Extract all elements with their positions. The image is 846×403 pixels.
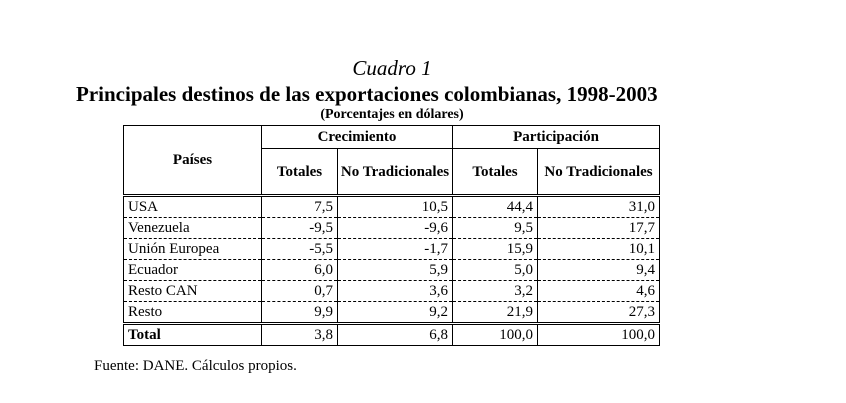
table-cell: 100,0: [452, 322, 538, 346]
column-header-crecimiento-totales: Totales: [261, 148, 338, 196]
table-cell: 17,7: [536, 217, 661, 239]
row-label: Resto CAN: [123, 280, 262, 302]
source-note: Fuente: DANE. Cálculos propios.: [94, 358, 297, 374]
column-header-participacion-totales: Totales: [452, 148, 538, 196]
table-row: USA 7,5 10,5 44,4 31,0: [123, 194, 661, 218]
table-subtitle: (Porcentajes en dólares): [320, 107, 464, 122]
table-cell: -9,5: [261, 217, 338, 239]
table-cell: 4,6: [536, 280, 661, 302]
table-cell: 9,4: [536, 259, 661, 281]
table-cell: 9,2: [337, 301, 453, 324]
exports-table: Países Crecimiento Participación Totales…: [123, 125, 661, 346]
table-cell: 6,0: [261, 259, 338, 281]
table-cell: -9,6: [337, 217, 453, 239]
table-cell: 10,5: [337, 194, 453, 218]
table-cell: 9,9: [261, 301, 338, 324]
row-label: Venezuela: [123, 217, 262, 239]
table-cell: 7,5: [261, 194, 338, 218]
table-row: Venezuela -9,5 -9,6 9,5 17,7: [123, 217, 661, 239]
row-label: USA: [123, 194, 262, 218]
table-cell: 0,7: [261, 280, 338, 302]
table-cell: 5,9: [337, 259, 453, 281]
group-header-crecimiento: Crecimiento: [261, 125, 453, 149]
row-label: Unión Europea: [123, 238, 262, 260]
table-cell: 44,4: [452, 194, 538, 218]
table-cell: 21,9: [452, 301, 538, 324]
table-cell: 6,8: [337, 322, 453, 346]
table-caption: Cuadro 1: [352, 56, 432, 80]
table-row: Unión Europea -5,5 -1,7 15,9 10,1: [123, 238, 661, 260]
table-cell: 3,2: [452, 280, 538, 302]
table-cell: 9,5: [452, 217, 538, 239]
table-cell: 15,9: [452, 238, 538, 260]
total-label: Total: [123, 322, 262, 346]
table-cell: -1,7: [337, 238, 453, 260]
table-cell: 27,3: [536, 301, 661, 324]
table-cell: 10,1: [536, 238, 661, 260]
column-header-crecimiento-no-tradicionales: No Tradicionales: [337, 148, 453, 196]
table-cell: 5,0: [452, 259, 538, 281]
table-cell: 3,6: [337, 280, 453, 302]
group-header-participacion: Participación: [451, 125, 661, 149]
table-title: Principales destinos de las exportacione…: [76, 82, 658, 106]
total-row: Total 3,8 6,8 100,0 100,0: [123, 322, 661, 346]
table-cell: -5,5: [261, 238, 338, 260]
table-row: Resto CAN 0,7 3,6 3,2 4,6: [123, 280, 661, 302]
column-header-participacion-no-tradicionales: No Tradicionales: [536, 148, 661, 196]
row-label: Ecuador: [123, 259, 262, 281]
column-header-paises: Países: [123, 125, 262, 196]
row-label: Resto: [123, 301, 262, 324]
table-row: Ecuador 6,0 5,9 5,0 9,4: [123, 259, 661, 281]
table-cell: 3,8: [261, 322, 338, 346]
table-cell: 31,0: [536, 194, 661, 218]
table-row: Resto 9,9 9,2 21,9 27,3: [123, 301, 661, 324]
table-cell: 100,0: [536, 322, 661, 346]
